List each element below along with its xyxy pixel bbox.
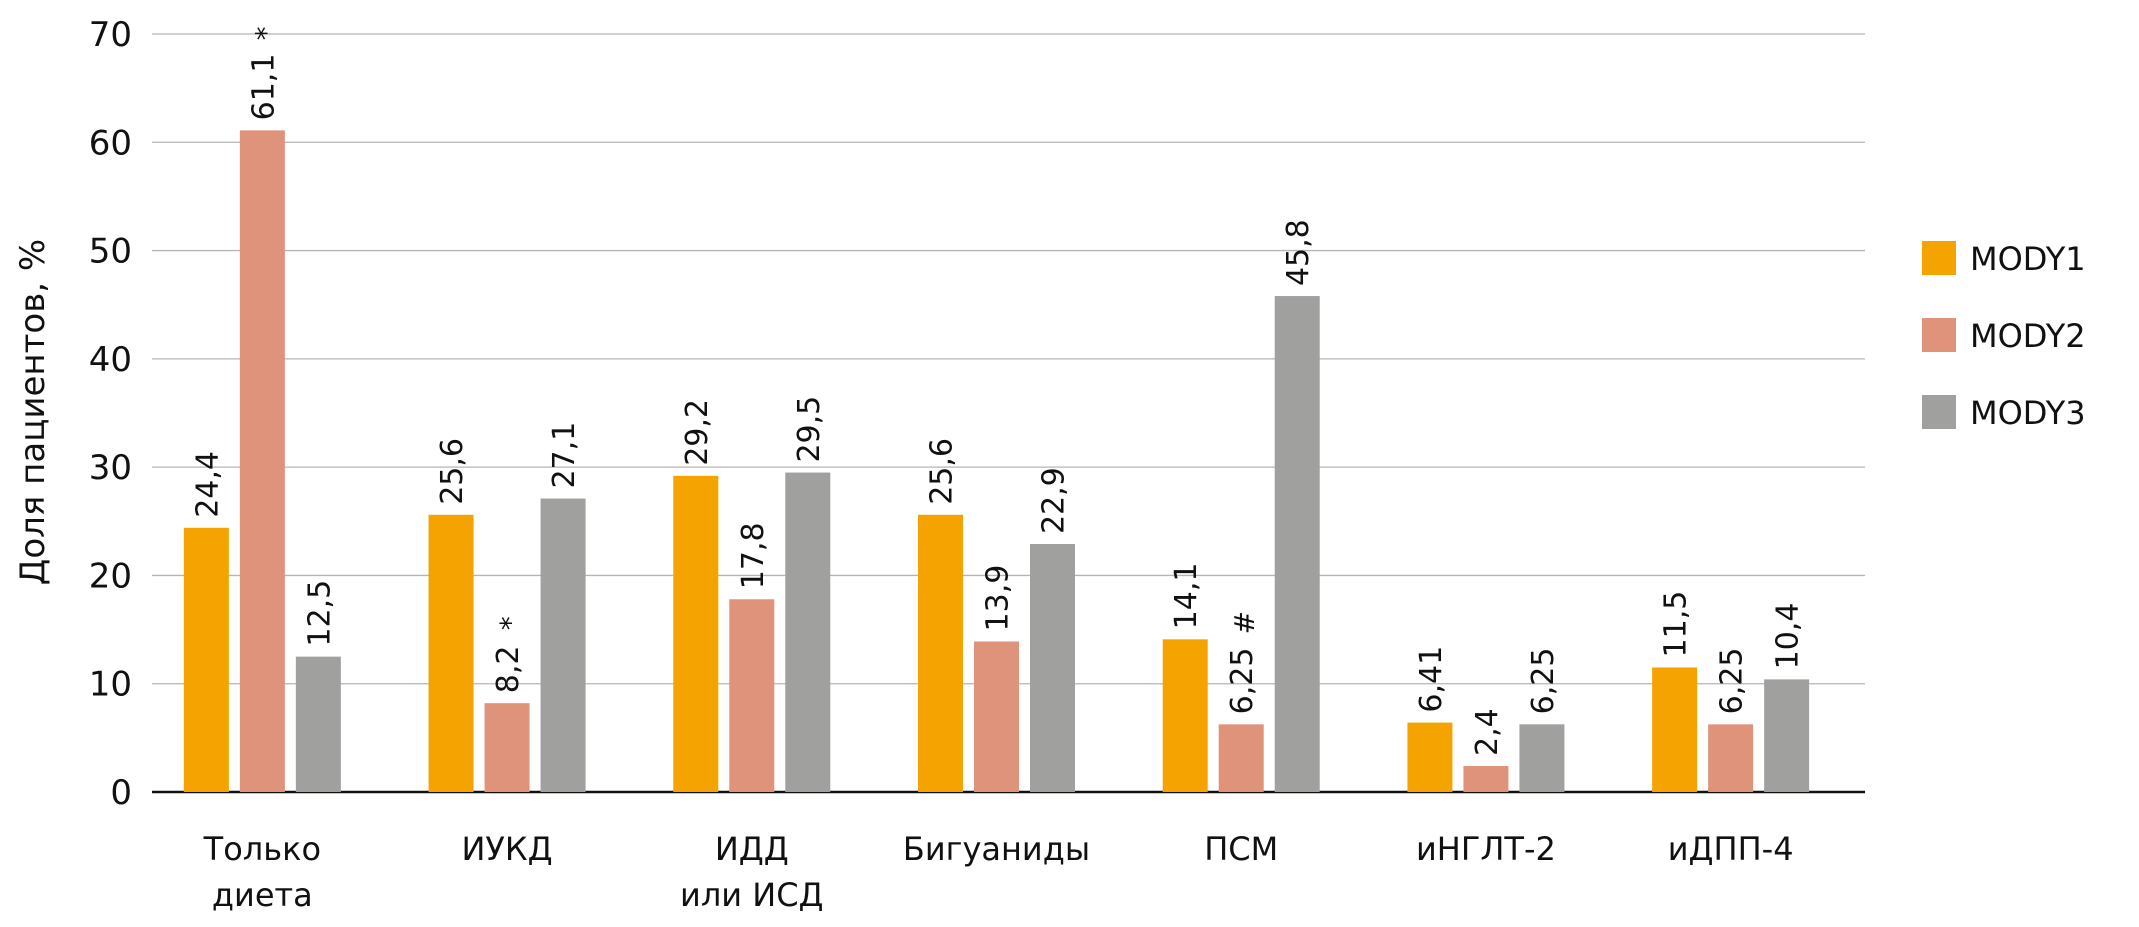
significance-mark: * xyxy=(249,26,282,40)
bar-mody3 xyxy=(785,472,831,792)
x-category-label: или ИСД xyxy=(680,876,824,914)
bar-mody2 xyxy=(1708,724,1754,792)
data-label: 14,1 xyxy=(1169,563,1204,630)
y-tick-label: 70 xyxy=(89,15,132,55)
x-category-label: ИУКД xyxy=(461,830,552,868)
data-label: 24,4 xyxy=(190,451,225,518)
bar-mody2 xyxy=(729,599,775,792)
bar-mody3 xyxy=(1030,544,1075,792)
data-label: 29,2 xyxy=(680,399,715,466)
x-category-label: диета xyxy=(212,876,313,914)
bar-mody1 xyxy=(673,475,719,792)
y-tick-label: 30 xyxy=(89,448,132,488)
x-axis-labels: Только диета ИУКД ИДД или ИСД Бигуаниды ПСМ иНГ… xyxy=(203,830,1794,914)
significance-mark: # xyxy=(1228,611,1261,634)
x-category-label: иНГЛТ-2 xyxy=(1416,830,1556,868)
y-tick-label: 0 xyxy=(110,773,132,813)
data-label: 6,25 xyxy=(1715,648,1750,715)
data-label: 8,2 xyxy=(491,645,526,693)
bar-mody2 xyxy=(239,130,285,793)
legend-label: MODY3 xyxy=(1970,394,2086,432)
bar-mody1 xyxy=(1652,667,1698,792)
x-category-label: иДПП-4 xyxy=(1668,830,1794,868)
data-label: 25,6 xyxy=(925,438,960,505)
legend: MODY1 MODY2 MODY3 xyxy=(1922,240,2086,432)
data-label: 2,4 xyxy=(1470,708,1505,756)
y-tick-label: 50 xyxy=(89,232,132,272)
bar-mody3 xyxy=(1274,296,1320,792)
y-tick-label: 40 xyxy=(89,340,132,380)
y-tick-label: 60 xyxy=(89,123,132,163)
y-tick-label: 20 xyxy=(89,556,132,596)
x-category-label: Бигуаниды xyxy=(903,830,1090,868)
data-label: 6,41 xyxy=(1414,646,1449,713)
x-category-label: ИДД xyxy=(715,830,789,868)
legend-swatch-mody1 xyxy=(1922,241,1956,275)
bar-mody3 xyxy=(1764,679,1810,792)
data-label: 17,8 xyxy=(736,522,771,589)
x-category-label: Только xyxy=(203,830,321,868)
data-label: 61,1 xyxy=(246,54,281,121)
legend-label: MODY2 xyxy=(1970,317,2086,355)
x-category-label: ПСМ xyxy=(1204,830,1278,868)
data-label: 10,4 xyxy=(1771,603,1806,670)
y-axis-label: Доля пациентов, % xyxy=(13,239,53,585)
bar-mody2 xyxy=(484,703,530,792)
bar-mody3 xyxy=(295,656,341,792)
y-tick-label: 10 xyxy=(89,665,132,705)
data-label: 27,1 xyxy=(547,422,582,489)
bar-mody2 xyxy=(1463,766,1509,792)
bar-mody2 xyxy=(1218,724,1264,792)
bar-mody1 xyxy=(183,527,229,792)
data-label: 22,9 xyxy=(1037,467,1072,534)
bar-mody1 xyxy=(428,514,474,792)
bar-mody2 xyxy=(974,641,1019,792)
data-label: 11,5 xyxy=(1659,591,1694,658)
bar-mody1 xyxy=(1162,639,1208,792)
bar-mody3 xyxy=(1519,724,1565,792)
bars: 24,4 61,1 * 12,5 25,6 8,2 * 27,1 29,2 17,8 29,5 25,… xyxy=(183,26,1810,793)
legend-swatch-mody3 xyxy=(1922,395,1956,429)
data-label: 6,25 xyxy=(1225,648,1260,715)
significance-mark: * xyxy=(494,616,527,630)
data-label: 12,5 xyxy=(302,580,337,647)
y-axis-ticks: 0 10 20 30 40 50 60 70 xyxy=(89,15,132,813)
legend-label: MODY1 xyxy=(1970,240,2086,278)
bar-mody1 xyxy=(918,514,963,792)
data-label: 29,5 xyxy=(792,396,827,463)
data-label: 45,8 xyxy=(1281,219,1316,286)
data-label: 13,9 xyxy=(981,565,1016,632)
data-label: 25,6 xyxy=(435,438,470,505)
bar-mody1 xyxy=(1407,722,1453,792)
legend-swatch-mody2 xyxy=(1922,318,1956,352)
bar-mody3 xyxy=(540,498,586,792)
data-label: 6,25 xyxy=(1526,648,1561,715)
